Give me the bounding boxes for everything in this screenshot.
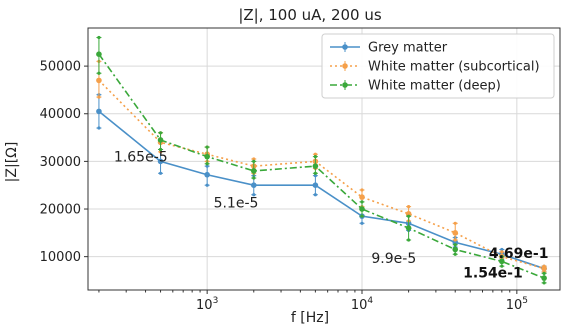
data-point [541, 265, 547, 272]
error-point [407, 238, 411, 242]
data-point [359, 206, 365, 212]
error-point [500, 264, 504, 268]
legend-label: White matter (subcortical) [368, 60, 540, 75]
error-point [313, 193, 317, 197]
y-tick-label: 30000 [40, 155, 81, 170]
error-point [360, 200, 364, 204]
error-point [500, 250, 504, 254]
series-layer [96, 35, 547, 285]
data-point [499, 258, 505, 265]
annotation-label: 1.65e-5 [114, 149, 168, 165]
series-line [98, 110, 545, 270]
x-axis: 103 104 105 [98, 290, 528, 313]
series-line [98, 79, 545, 270]
error-point [407, 214, 411, 218]
error-point [205, 164, 209, 168]
error-point [158, 171, 163, 175]
y-tick-label: 50000 [40, 60, 81, 75]
data-point [359, 194, 365, 200]
data-point [452, 239, 459, 246]
legend-label: Grey matter [368, 41, 448, 56]
y-axis: 10000 20000 30000 40000 50000 [40, 60, 88, 265]
error-point [453, 243, 457, 247]
error-point [407, 205, 411, 209]
legend: Grey matter White matter (subcortical) Whi… [321, 33, 555, 99]
plot-area [87, 27, 561, 291]
annotation-label: 9.9e-5 [371, 251, 416, 267]
error-point [360, 188, 364, 192]
error-point [453, 221, 457, 225]
legend-marker [342, 44, 348, 50]
error-point [158, 131, 163, 135]
error-point [500, 255, 504, 259]
error-point [313, 152, 317, 156]
legend-box [321, 33, 555, 99]
error-point [205, 162, 209, 166]
x-tick-label: 103 [196, 296, 218, 313]
data-point [96, 51, 102, 57]
error-point [97, 126, 101, 130]
error-point [542, 281, 546, 285]
error-point [360, 221, 364, 225]
data-point [204, 153, 210, 160]
error-point [453, 252, 457, 256]
data-point [405, 210, 412, 217]
error-point [252, 193, 256, 197]
data-point [96, 77, 102, 84]
data-point [204, 171, 210, 178]
data-point [157, 137, 164, 143]
error-point [158, 147, 163, 152]
data-point [312, 182, 319, 188]
legend-label: White matter (deep) [368, 79, 501, 94]
y-axis-label: |Z|[Ω] [4, 142, 20, 183]
annotation-label: 1.54e-1 [463, 266, 523, 282]
y-tick-label: 10000 [40, 250, 81, 265]
chart-title: |Z|, 100 uA, 200 us [238, 6, 382, 24]
annotation-label: 5.1e-5 [214, 196, 259, 212]
data-point [250, 168, 257, 174]
error-point [313, 155, 317, 159]
data-point [96, 108, 102, 115]
data-point [405, 225, 412, 231]
data-point [452, 246, 459, 253]
data-point [541, 275, 547, 281]
legend-marker [342, 82, 348, 88]
data-point [157, 158, 164, 165]
error-point [97, 35, 101, 40]
y-tick-label: 40000 [40, 107, 81, 122]
error-point [205, 145, 209, 149]
error-point [500, 247, 504, 252]
series-1 [96, 93, 547, 274]
error-point [97, 71, 101, 75]
error-point [158, 150, 163, 154]
error-point [453, 238, 457, 242]
annotation-label: 4.69e-1 [489, 246, 549, 262]
data-point [250, 182, 257, 188]
annotation-layer: 1.65e-5 5.1e-5 9.9e-5 1.54e-1 4.69e-1 [114, 149, 549, 281]
x-tick-label: 105 [506, 296, 528, 313]
error-point [313, 171, 317, 175]
error-point [252, 159, 256, 163]
x-axis-label: f [Hz] [291, 310, 329, 326]
error-point [313, 174, 317, 178]
error-point [252, 157, 256, 161]
error-point [542, 271, 546, 275]
error-point [97, 95, 101, 99]
data-point [452, 230, 459, 236]
error-point [360, 214, 364, 218]
legend-marker [342, 63, 348, 69]
error-point [252, 176, 256, 180]
y-tick-label: 20000 [40, 203, 81, 218]
error-point [205, 183, 209, 187]
data-point [312, 163, 319, 169]
series-line [98, 53, 545, 279]
series-3 [96, 35, 547, 285]
x-tick-label: 104 [351, 296, 374, 313]
